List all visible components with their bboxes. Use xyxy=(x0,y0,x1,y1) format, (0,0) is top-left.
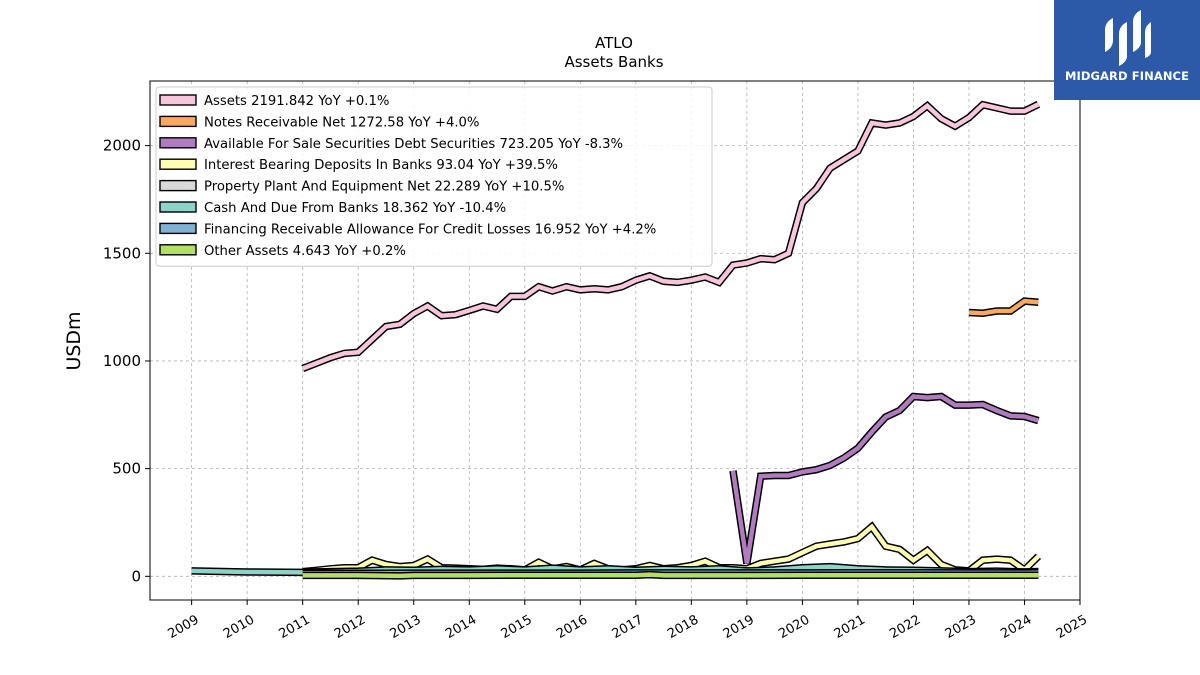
x-axis: 2009 2010 2011 2012 2013 2014 2015 2016 2017 2018… xyxy=(165,600,1090,642)
legend-swatch xyxy=(159,137,197,149)
y-axis: 0 500 1000 1500 2000 xyxy=(103,137,150,585)
x-tick-label: 2010 xyxy=(221,612,257,642)
legend: Assets 2191.842 YoY +0.1% Notes Receivabl… xyxy=(155,86,713,267)
legend-item: Notes Receivable Net 1272.58 YoY +4.0% xyxy=(159,115,479,130)
legend-item: Other Assets 4.643 YoY +0.2% xyxy=(159,244,406,259)
series-line xyxy=(302,572,1039,579)
legend-label: Other Assets 4.643 YoY +0.2% xyxy=(204,244,406,259)
legend-item: Financing Receivable Allowance For Credi… xyxy=(159,222,656,237)
legend-swatch xyxy=(159,115,197,128)
x-tick-label: 2018 xyxy=(665,612,701,642)
x-tick-label: 2013 xyxy=(388,612,424,642)
series-line xyxy=(301,102,1040,371)
legend-swatch xyxy=(159,94,197,106)
x-tick-label: 2015 xyxy=(499,612,535,642)
legend-swatch xyxy=(159,244,197,256)
legend-label: Available For Sale Securities Debt Secur… xyxy=(204,137,623,152)
series-line xyxy=(968,298,1039,316)
y-tick-label: 1000 xyxy=(103,352,141,370)
x-tick-label: 2024 xyxy=(998,612,1034,642)
y-tick-label: 0 xyxy=(131,567,141,585)
legend-item: Cash And Due From Banks 18.362 YoY -10.4… xyxy=(159,201,506,216)
legend-label: Assets 2191.842 YoY +0.1% xyxy=(204,94,389,109)
series-line-outline xyxy=(729,392,1040,564)
x-tick-label: 2011 xyxy=(277,612,313,642)
x-tick-label: 2016 xyxy=(554,612,590,642)
x-tick-label: 2017 xyxy=(610,612,646,642)
series-2 xyxy=(968,297,1039,317)
legend-box xyxy=(155,86,713,267)
legend-swatch xyxy=(159,222,197,235)
legend-label: Interest Bearing Deposits In Banks 93.04… xyxy=(204,158,558,173)
legend-swatch xyxy=(159,179,197,192)
plot-frame xyxy=(149,80,1081,601)
legend-item: Interest Bearing Deposits In Banks 93.04… xyxy=(159,158,558,173)
legend-item: Available For Sale Securities Debt Secur… xyxy=(159,137,623,152)
legend-swatch xyxy=(159,201,197,213)
y-tick-label: 1500 xyxy=(103,244,141,262)
legend-label: Cash And Due From Banks 18.362 YoY -10.4… xyxy=(204,201,506,216)
brand-name: MIDGARD FINANCE xyxy=(1064,69,1190,83)
x-tick-label: 2025 xyxy=(1054,612,1090,642)
series-3 xyxy=(729,392,1040,564)
x-tick-label: 2019 xyxy=(721,612,757,642)
x-tick-label: 2021 xyxy=(832,612,868,642)
y-tick-label: 500 xyxy=(112,460,141,478)
series-4 xyxy=(302,521,1042,576)
x-tick-label: 2023 xyxy=(943,612,979,642)
x-tick-label: 2014 xyxy=(443,612,479,642)
x-tick-label: 2022 xyxy=(887,612,923,642)
y-axis-label: USDm xyxy=(63,311,85,370)
chart-title: ATLO xyxy=(595,34,633,52)
legend-item: Property Plant And Equipment Net 22.289 … xyxy=(159,179,564,195)
series-1 xyxy=(301,100,1041,372)
brand-logo: MIDGARD FINANCE xyxy=(1054,0,1200,100)
x-tick-label: 2009 xyxy=(165,612,201,642)
brand-logo-mark-icon xyxy=(1105,10,1151,66)
series-8 xyxy=(302,570,1039,580)
series-line xyxy=(730,394,1040,564)
legend-item: Assets 2191.842 YoY +0.1% xyxy=(159,94,389,109)
legend-label: Financing Receivable Allowance For Credi… xyxy=(204,222,656,237)
legend-label: Notes Receivable Net 1272.58 YoY +4.0% xyxy=(204,115,479,130)
chart-subtitle: Assets Banks xyxy=(564,53,663,71)
legend-swatch xyxy=(159,158,197,170)
legend-label: Property Plant And Equipment Net 22.289 … xyxy=(204,180,564,195)
x-tick-label: 2012 xyxy=(332,612,368,642)
y-tick-label: 2000 xyxy=(103,137,141,155)
x-tick-label: 2020 xyxy=(776,612,812,642)
series-layer xyxy=(191,100,1042,580)
